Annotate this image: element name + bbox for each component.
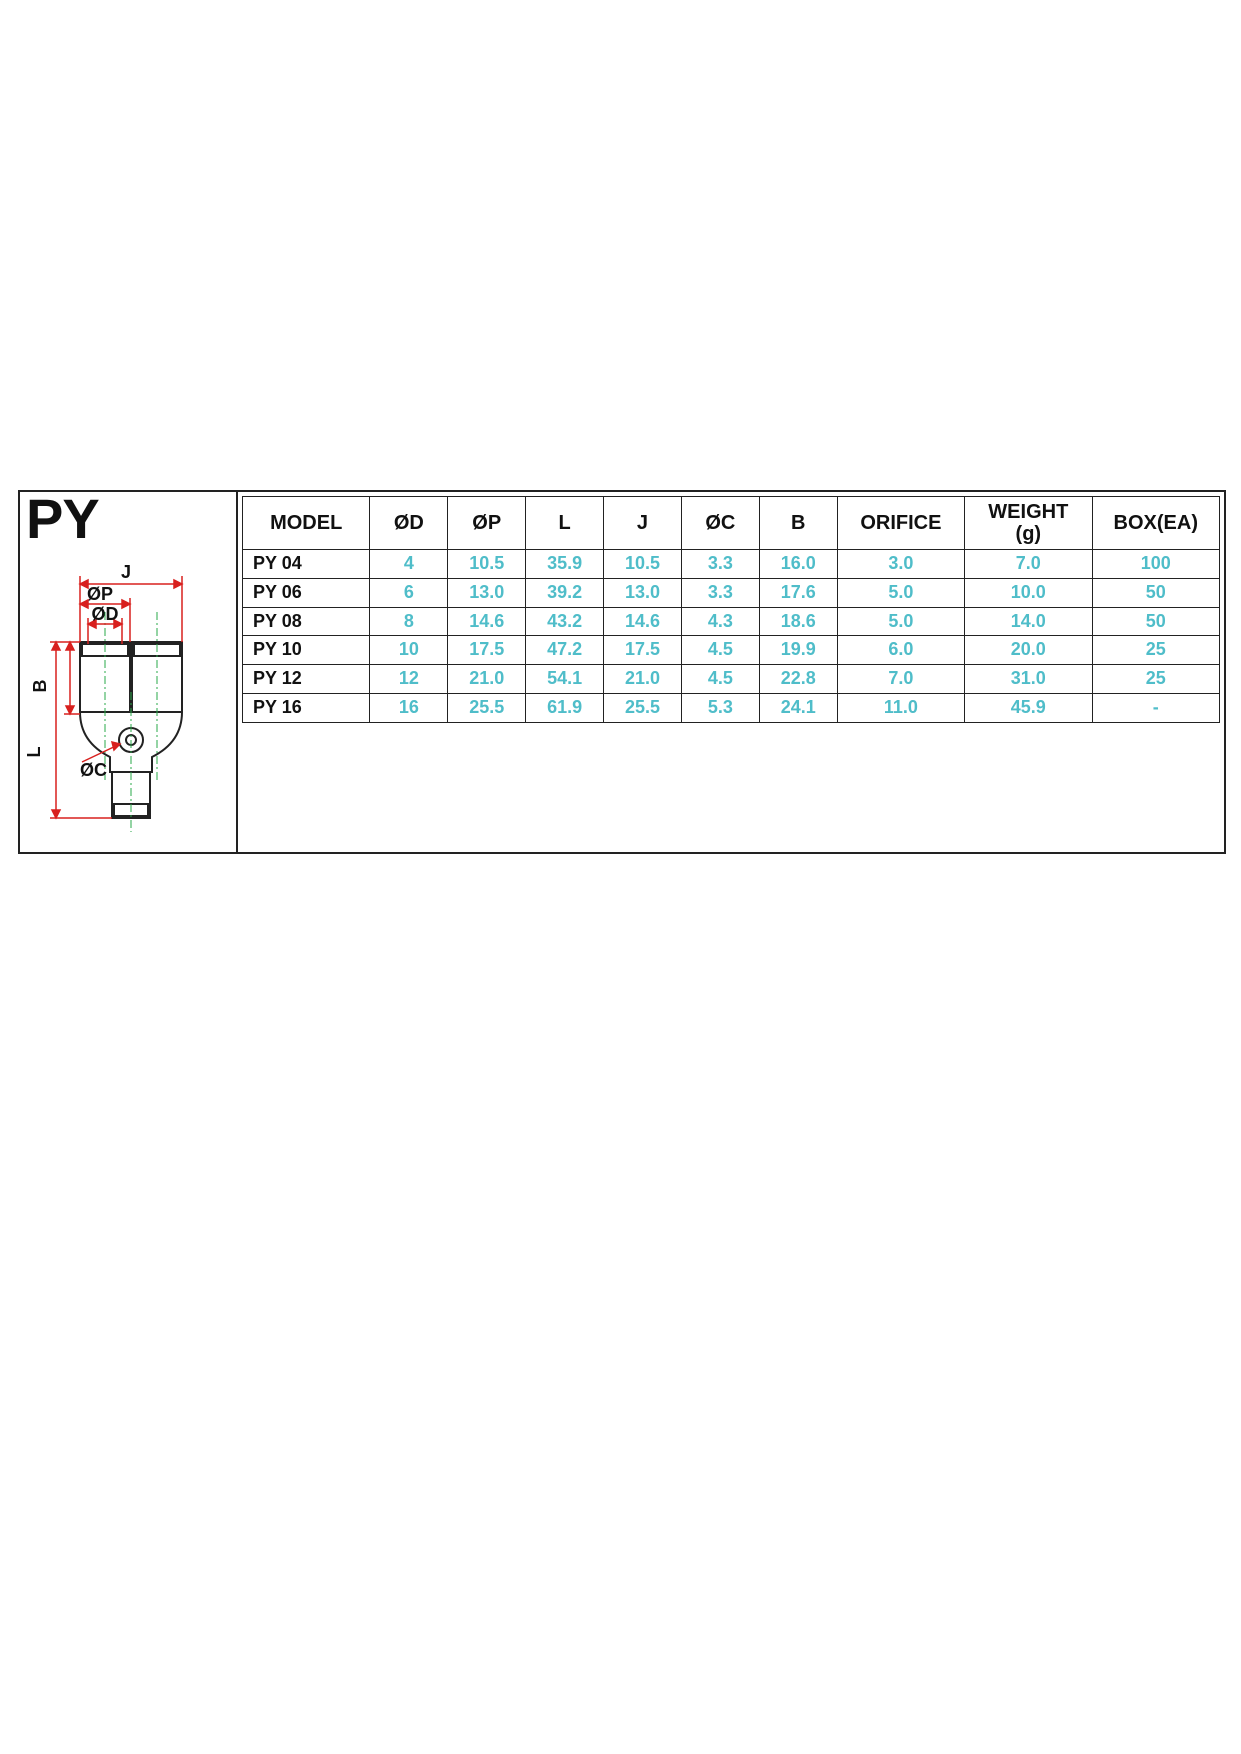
cell-value: 31.0 bbox=[965, 665, 1092, 694]
cell-value: 16.0 bbox=[759, 550, 837, 579]
drawing-title: PY bbox=[26, 492, 99, 551]
cell-value: 6.0 bbox=[837, 636, 964, 665]
cell-value: 13.0 bbox=[604, 578, 682, 607]
col-header: B bbox=[759, 497, 837, 550]
spec-table: MODELØDØPLJØCBORIFICEWEIGHT(g)BOX(EA) PY… bbox=[242, 496, 1220, 723]
col-header: L bbox=[526, 497, 604, 550]
col-header: BOX(EA) bbox=[1092, 497, 1219, 550]
cell-model: PY 08 bbox=[243, 607, 370, 636]
cell-value: 22.8 bbox=[759, 665, 837, 694]
cell-value: 39.2 bbox=[526, 578, 604, 607]
cell-value: 43.2 bbox=[526, 607, 604, 636]
cell-value: 13.0 bbox=[448, 578, 526, 607]
cell-value: 25.5 bbox=[448, 693, 526, 722]
table-row: PY 04410.535.910.53.316.03.07.0100 bbox=[243, 550, 1220, 579]
col-header: ØD bbox=[370, 497, 448, 550]
cell-value: 7.0 bbox=[965, 550, 1092, 579]
cell-value: - bbox=[1092, 693, 1219, 722]
cell-model: PY 12 bbox=[243, 665, 370, 694]
cell-value: 17.5 bbox=[604, 636, 682, 665]
cell-value: 14.6 bbox=[604, 607, 682, 636]
cell-model: PY 10 bbox=[243, 636, 370, 665]
cell-value: 10.5 bbox=[448, 550, 526, 579]
cell-value: 16 bbox=[370, 693, 448, 722]
cell-value: 11.0 bbox=[837, 693, 964, 722]
cell-value: 3.0 bbox=[837, 550, 964, 579]
cell-value: 21.0 bbox=[448, 665, 526, 694]
cell-value: 25 bbox=[1092, 665, 1219, 694]
cell-value: 12 bbox=[370, 665, 448, 694]
cell-value: 21.0 bbox=[604, 665, 682, 694]
spec-panel: PY bbox=[18, 490, 1226, 854]
cell-value: 5.3 bbox=[681, 693, 759, 722]
col-header: ØC bbox=[681, 497, 759, 550]
dim-label-l: L bbox=[24, 747, 44, 758]
drawing-area: PY bbox=[20, 492, 238, 852]
col-header: MODEL bbox=[243, 497, 370, 550]
dim-label-op: ØP bbox=[87, 584, 113, 604]
cell-value: 6 bbox=[370, 578, 448, 607]
dim-label-od: ØD bbox=[92, 604, 119, 624]
cell-value: 14.0 bbox=[965, 607, 1092, 636]
dim-label-b: B bbox=[30, 680, 50, 693]
cell-value: 14.6 bbox=[448, 607, 526, 636]
cell-value: 100 bbox=[1092, 550, 1219, 579]
table-row: PY 06613.039.213.03.317.65.010.050 bbox=[243, 578, 1220, 607]
cell-value: 35.9 bbox=[526, 550, 604, 579]
cell-value: 4 bbox=[370, 550, 448, 579]
cell-value: 18.6 bbox=[759, 607, 837, 636]
cell-value: 7.0 bbox=[837, 665, 964, 694]
table-row: PY 121221.054.121.04.522.87.031.025 bbox=[243, 665, 1220, 694]
spec-table-area: MODELØDØPLJØCBORIFICEWEIGHT(g)BOX(EA) PY… bbox=[238, 492, 1224, 852]
cell-value: 54.1 bbox=[526, 665, 604, 694]
col-header: ØP bbox=[448, 497, 526, 550]
cell-value: 4.3 bbox=[681, 607, 759, 636]
col-header: J bbox=[604, 497, 682, 550]
table-row: PY 08814.643.214.64.318.65.014.050 bbox=[243, 607, 1220, 636]
cell-value: 8 bbox=[370, 607, 448, 636]
cell-model: PY 06 bbox=[243, 578, 370, 607]
cell-value: 47.2 bbox=[526, 636, 604, 665]
cell-value: 19.9 bbox=[759, 636, 837, 665]
cell-value: 4.5 bbox=[681, 665, 759, 694]
cell-value: 25 bbox=[1092, 636, 1219, 665]
cell-value: 4.5 bbox=[681, 636, 759, 665]
cell-value: 24.1 bbox=[759, 693, 837, 722]
col-header: ORIFICE bbox=[837, 497, 964, 550]
cell-value: 25.5 bbox=[604, 693, 682, 722]
cell-value: 45.9 bbox=[965, 693, 1092, 722]
cell-value: 17.6 bbox=[759, 578, 837, 607]
cell-value: 5.0 bbox=[837, 607, 964, 636]
cell-value: 17.5 bbox=[448, 636, 526, 665]
cell-value: 3.3 bbox=[681, 578, 759, 607]
cell-value: 61.9 bbox=[526, 693, 604, 722]
cell-value: 50 bbox=[1092, 607, 1219, 636]
cell-value: 50 bbox=[1092, 578, 1219, 607]
cell-value: 10.5 bbox=[604, 550, 682, 579]
table-row: PY 161625.561.925.55.324.111.045.9- bbox=[243, 693, 1220, 722]
cell-value: 10.0 bbox=[965, 578, 1092, 607]
cell-value: 20.0 bbox=[965, 636, 1092, 665]
cell-value: 5.0 bbox=[837, 578, 964, 607]
col-header: WEIGHT(g) bbox=[965, 497, 1092, 550]
cell-model: PY 16 bbox=[243, 693, 370, 722]
cell-model: PY 04 bbox=[243, 550, 370, 579]
dim-label-oc: ØC bbox=[80, 760, 107, 780]
table-row: PY 101017.547.217.54.519.96.020.025 bbox=[243, 636, 1220, 665]
cell-value: 3.3 bbox=[681, 550, 759, 579]
dim-label-j: J bbox=[121, 562, 131, 582]
cell-value: 10 bbox=[370, 636, 448, 665]
